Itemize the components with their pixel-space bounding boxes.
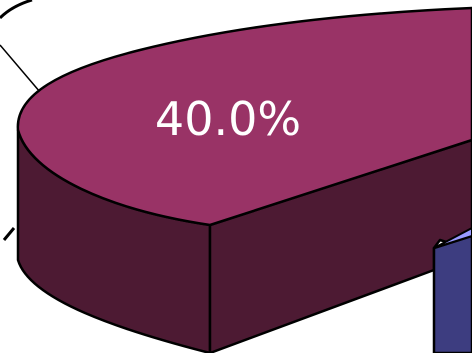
slice-top-blue (433, 227, 472, 249)
slice-side-right (208, 138, 472, 353)
slice-top-40 (16, 6, 472, 227)
cropped-slice-edge (2, 227, 16, 241)
slice-side-blue (432, 234, 472, 353)
cropped-slice-outline (0, 0, 33, 20)
slice-data-label-40: 40.0% (155, 92, 301, 146)
leader-line (0, 44, 41, 93)
